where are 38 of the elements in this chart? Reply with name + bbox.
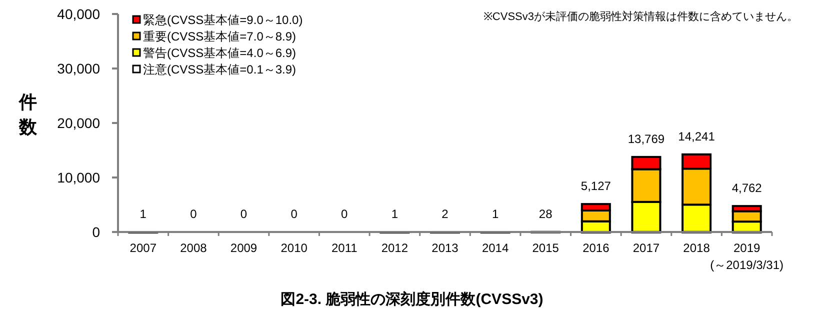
legend-label: 注意(CVSS基本値=0.1～3.9) — [143, 62, 296, 76]
total-label: 0 — [290, 207, 298, 221]
y-axis-title: 件数 — [18, 92, 38, 137]
x-tick-label: 2010 — [280, 241, 308, 255]
total-label: 2 — [442, 206, 449, 221]
total-label: 1 — [492, 206, 499, 221]
x-tick-label: 2014 — [482, 241, 509, 255]
x-tick-label: 2019 (～2019/3/31) — [710, 241, 784, 272]
legend-label: 警告(CVSS基本値=4.0～6.9) — [143, 46, 296, 60]
legend-label: 緊急(CVSS基本値=9.0～10.0) — [143, 13, 303, 27]
total-label: 0 — [341, 207, 348, 221]
x-tick-label: 2015 — [532, 241, 560, 255]
total-label: 0 — [240, 207, 248, 221]
x-tick-label: 2018 — [683, 241, 710, 255]
total-label: 13,769 — [628, 132, 665, 146]
x-tick-label: 2012 — [381, 241, 408, 255]
y-tick-label: 20,000 — [57, 115, 100, 131]
text: 図2-3. 脆弱性の深刻度別件数(CVSSv3) — [280, 290, 544, 308]
total-label: 28 — [538, 206, 553, 221]
x-tick-label: 2007 — [130, 241, 157, 255]
total-label: 4,762 — [732, 181, 762, 196]
y-tick-label: 0 — [92, 224, 100, 240]
total-label: 14,241 — [678, 129, 716, 144]
legend-label: 重要(CVSS基本値=7.0～8.9) — [143, 30, 296, 44]
x-tick-label: 2009 — [230, 241, 258, 255]
total-label: 5,127 — [580, 179, 612, 194]
x-tick-label: 2017 — [632, 241, 660, 255]
total-label: 1 — [391, 206, 398, 221]
x-tick-label: 2013 — [432, 241, 459, 255]
x-tick-label: 2016 — [582, 241, 610, 255]
x-tick-label: 2008 — [180, 241, 208, 255]
y-tick-label: 30,000 — [57, 60, 100, 76]
y-tick-label: 40,000 — [57, 6, 100, 22]
y-tick-label: 10,000 — [57, 170, 100, 186]
total-label: 1 — [140, 206, 147, 221]
total-label: 0 — [190, 207, 198, 221]
annotation: ※CVSSv3が未評価の脆弱性対策情報は件数に含めていません。 — [483, 10, 798, 23]
x-tick-label: 2011 — [331, 241, 358, 255]
